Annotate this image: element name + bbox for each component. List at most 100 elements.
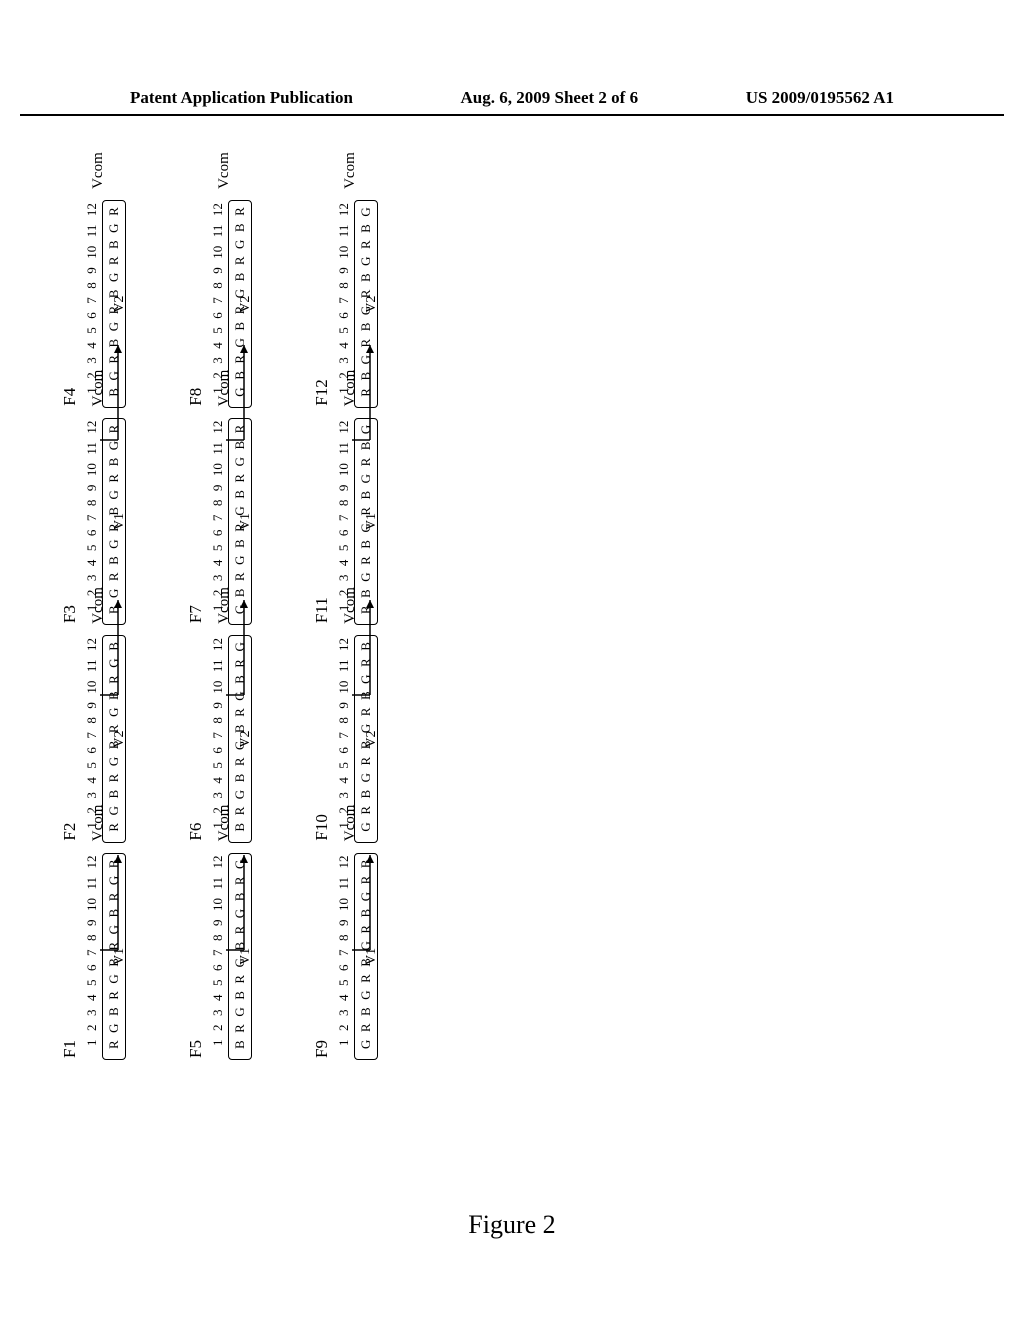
col-num: 2 [210, 590, 226, 597]
seq-letter: R [358, 974, 374, 983]
frame-cell-f10: F10123456789101112GRBGRBGRBGRBVcomV2 [312, 635, 378, 842]
seq-letter: B [232, 991, 248, 1000]
col-num: 11 [336, 225, 352, 238]
col-num: 2 [84, 590, 100, 597]
col-num: 6 [336, 312, 352, 319]
col-num: 4 [210, 560, 226, 567]
seq-letter: R [106, 893, 122, 902]
seq-letter: R [106, 1040, 122, 1049]
seq-letter: B [232, 539, 248, 548]
seq-letter: R [232, 256, 248, 265]
seq-letter: B [358, 273, 374, 282]
col-num: 4 [84, 342, 100, 349]
seq-letter: R [232, 975, 248, 984]
seq-letter: G [106, 223, 122, 232]
col-num: 10 [336, 681, 352, 694]
frame-id: F4 [60, 200, 80, 407]
frame-cell-f8: F8123456789101112GBRGBRGBRGBRVcomV2 [186, 200, 252, 407]
col-num: 9 [336, 920, 352, 927]
column-numbers: 123456789101112 [336, 635, 352, 842]
col-num: 7 [336, 950, 352, 957]
seq-letter: B [358, 909, 374, 918]
col-num: 6 [84, 747, 100, 754]
seq-letter: B [358, 491, 374, 500]
seq-letter: G [106, 589, 122, 598]
seq-letter: B [358, 540, 374, 549]
col-num: 12 [336, 855, 352, 868]
seq-letter: G [106, 273, 122, 282]
col-num: 8 [84, 282, 100, 289]
col-num: 6 [210, 312, 226, 319]
page-header: Patent Application Publication Aug. 6, 2… [20, 0, 1004, 116]
v-level-label: V1 [364, 948, 380, 965]
col-num: 3 [210, 575, 226, 582]
seq-letter: R [358, 388, 374, 397]
col-num: 6 [210, 747, 226, 754]
col-num: 5 [336, 327, 352, 334]
seq-letter: R [106, 355, 122, 364]
col-num: 9 [84, 485, 100, 492]
col-num: 1 [336, 387, 352, 394]
col-num: 9 [336, 485, 352, 492]
seq-letter: R [106, 256, 122, 265]
frame-cell-f11: F11123456789101112RBGRBGRBGRBGVcomV1 [312, 418, 378, 625]
frame-row: F1123456789101112RGBRGBRGBRGBVcomV1F2123… [60, 240, 126, 1060]
col-num: 9 [336, 267, 352, 274]
seq-letter: G [106, 441, 122, 450]
seq-letter: R [106, 774, 122, 783]
header-right: US 2009/0195562 A1 [746, 88, 894, 108]
col-num: 4 [84, 560, 100, 567]
seq-letter: G [358, 822, 374, 831]
seq-letter: B [232, 675, 248, 684]
col-num: 6 [84, 965, 100, 972]
frame-cell-f1: F1123456789101112RGBRGBRGBRGBVcomV1 [60, 853, 126, 1060]
col-num: 11 [210, 660, 226, 673]
vcom-label: Vcom [90, 152, 107, 189]
col-num: 6 [84, 312, 100, 319]
col-num: 7 [336, 515, 352, 522]
col-num: 11 [84, 225, 100, 238]
column-numbers: 123456789101112 [84, 418, 100, 625]
column-numbers: 123456789101112 [210, 418, 226, 625]
seq-letter: B [106, 860, 122, 869]
col-num: 12 [336, 421, 352, 434]
seq-letter: G [106, 371, 122, 380]
seq-letter: G [106, 806, 122, 815]
seq-letter: R [358, 605, 374, 614]
col-num: 1 [84, 387, 100, 394]
col-num: 11 [210, 877, 226, 890]
seq-letter: B [106, 1007, 122, 1016]
seq-letter: B [232, 1040, 248, 1049]
frame-id: F2 [60, 635, 80, 842]
col-num: 1 [84, 822, 100, 829]
seq-letter: G [232, 860, 248, 869]
seq-letter: B [232, 490, 248, 499]
v-level-label: V2 [112, 296, 128, 313]
col-num: 8 [336, 717, 352, 724]
seq-letter: R [106, 991, 122, 1000]
col-num: 5 [336, 762, 352, 769]
vcom-label: Vcom [216, 152, 233, 189]
frame-id: F9 [312, 853, 332, 1060]
v-level-label: V2 [364, 296, 380, 313]
frame-cell-f4: F4123456789101112BGRBGRBGRBGRVcomV2 [60, 200, 126, 407]
col-num: 7 [336, 297, 352, 304]
col-num: 8 [210, 717, 226, 724]
seq-letter: G [106, 658, 122, 667]
seq-letter: B [232, 322, 248, 331]
col-num: 3 [210, 357, 226, 364]
seq-letter: R [106, 207, 122, 216]
col-num: 7 [84, 515, 100, 522]
col-num: 5 [84, 980, 100, 987]
seq-letter: G [358, 474, 374, 483]
seq-letter: B [106, 458, 122, 467]
seq-letter: B [232, 774, 248, 783]
col-num: 7 [336, 732, 352, 739]
seq-letter: R [232, 659, 248, 668]
seq-letter: R [106, 474, 122, 483]
v-level-label: V1 [238, 513, 254, 530]
col-num: 11 [336, 442, 352, 455]
column-numbers: 123456789101112 [336, 200, 352, 407]
seq-letter: G [232, 642, 248, 651]
seq-letter: R [232, 708, 248, 717]
